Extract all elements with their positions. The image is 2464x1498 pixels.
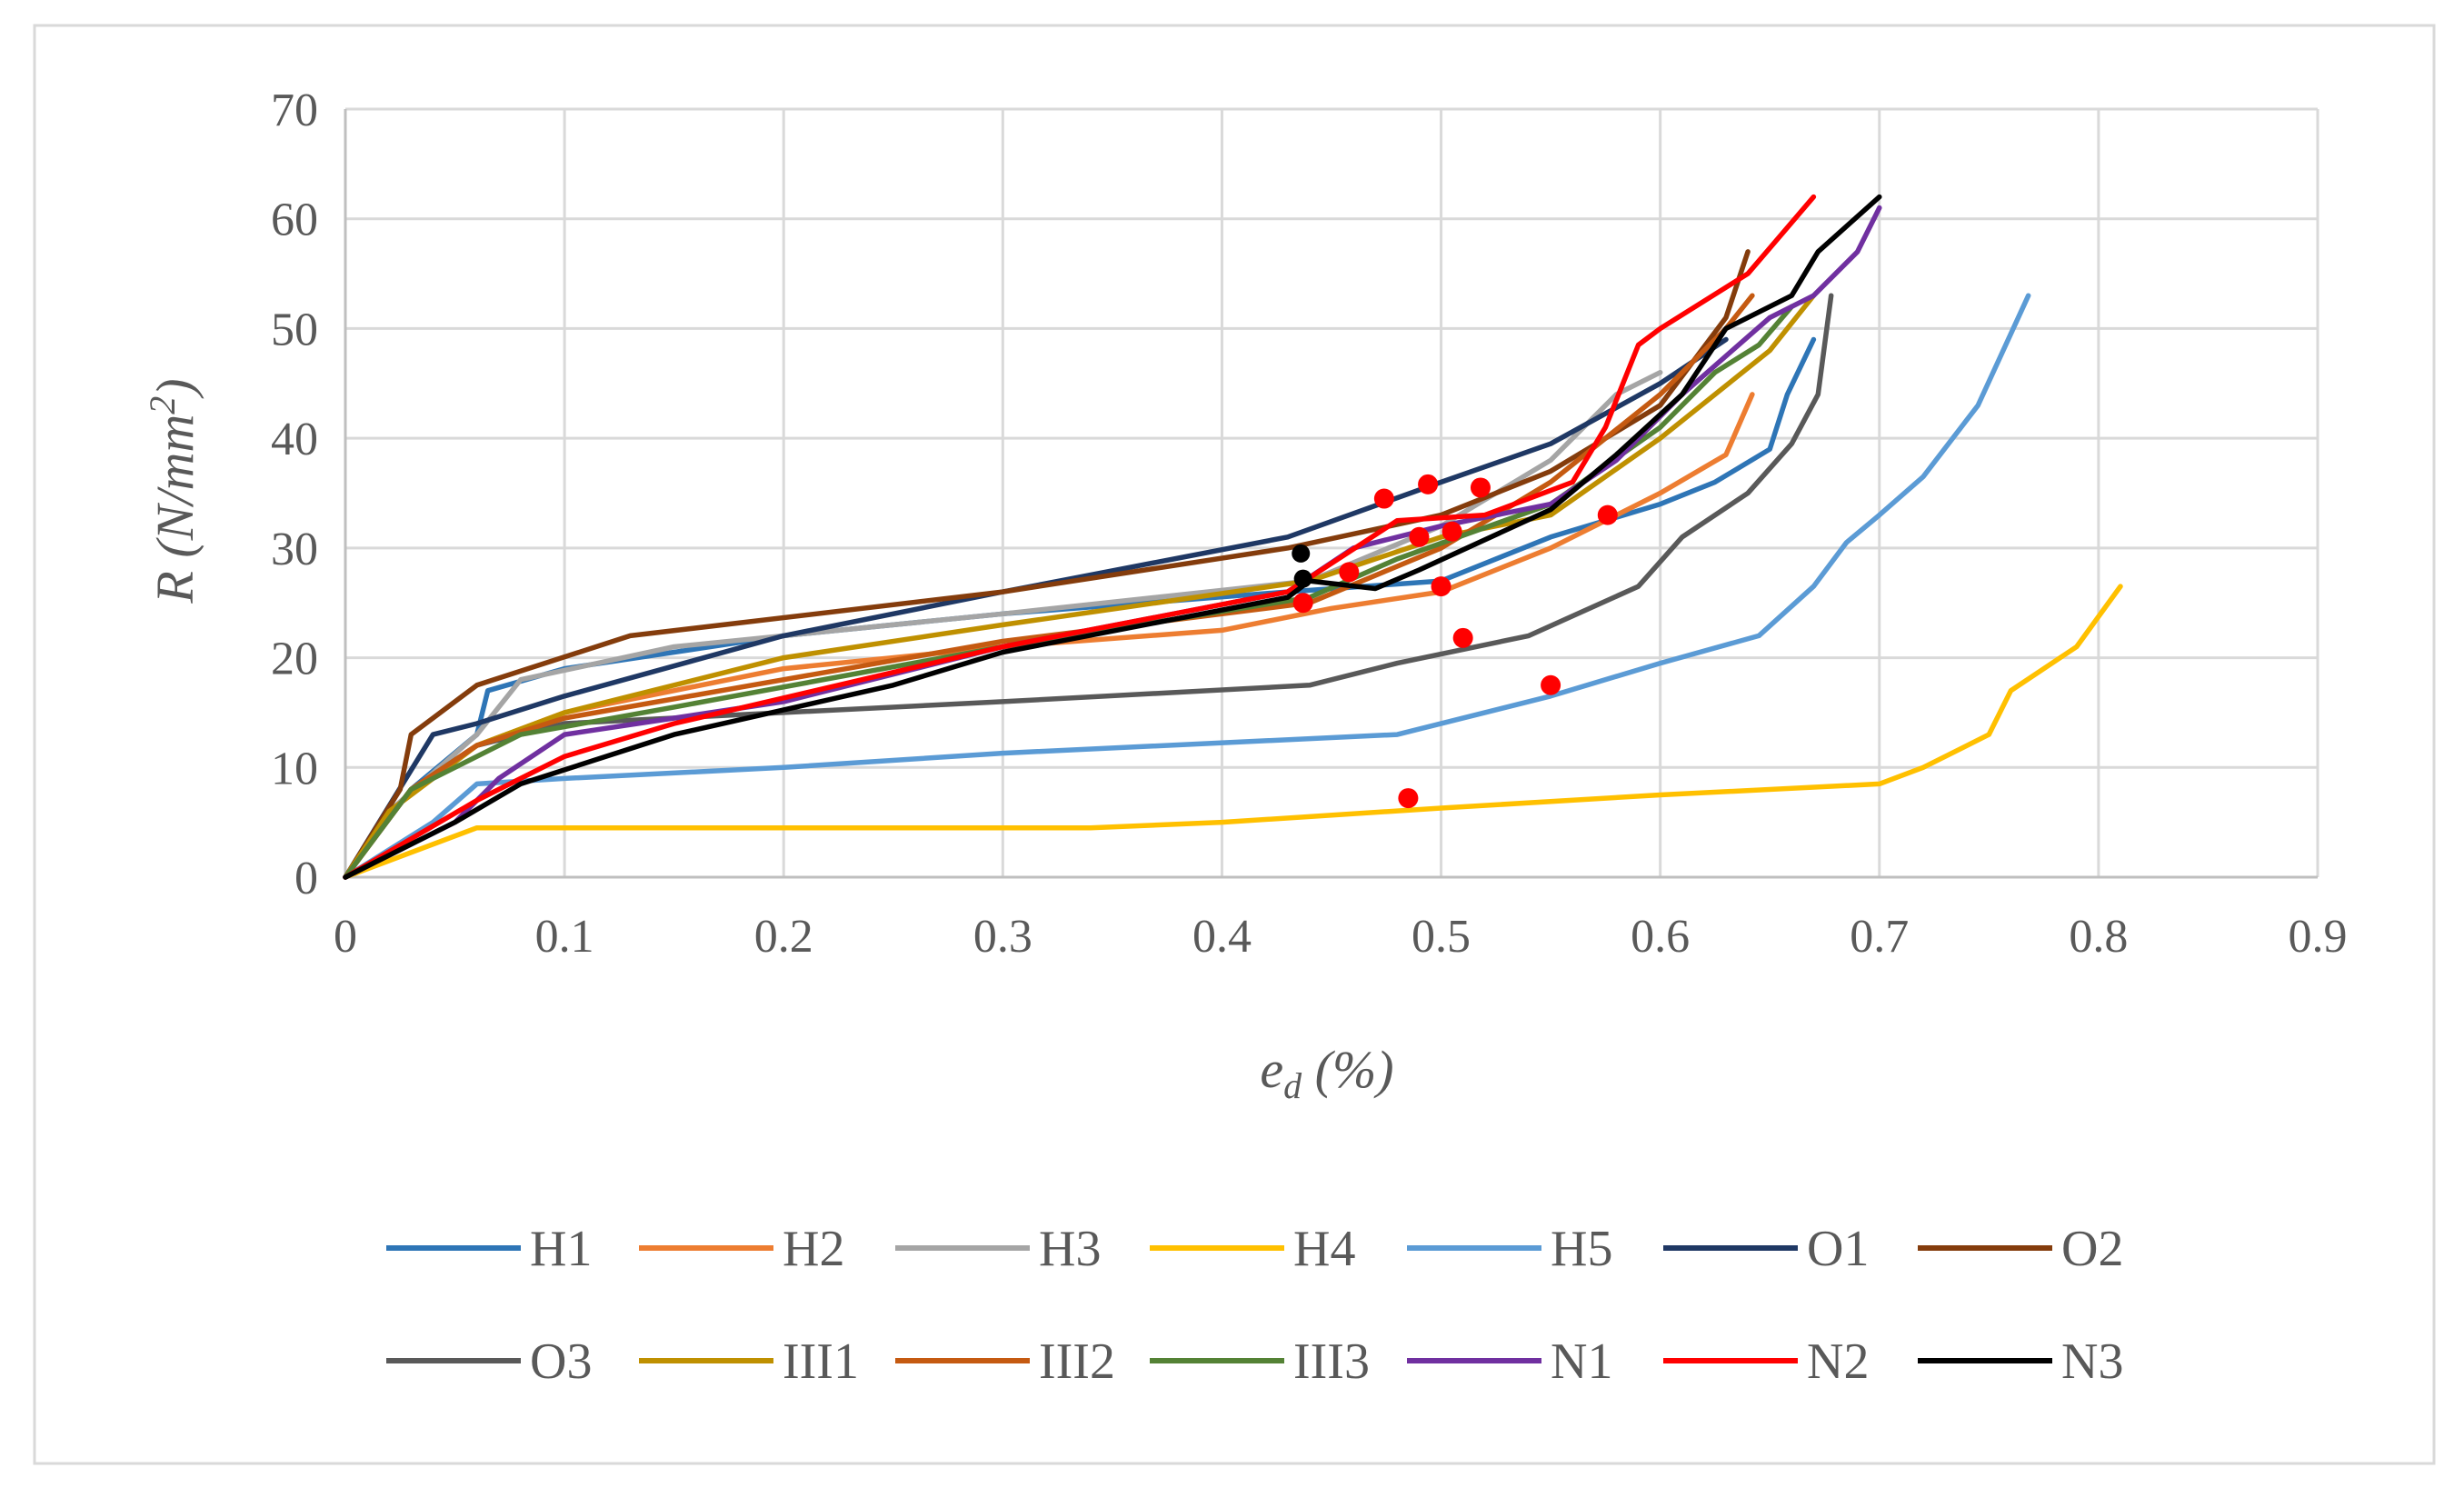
legend-label-h2: H2 <box>783 1221 844 1277</box>
series-lines <box>343 194 2123 880</box>
y-tick-label: 30 <box>271 524 318 575</box>
x-tick-label: 0 <box>334 911 357 963</box>
red-point-marker <box>1452 627 1473 648</box>
series-line-n3 <box>343 194 1882 880</box>
red-point-marker <box>1418 474 1439 494</box>
x-tick-label: 0.3 <box>973 911 1032 963</box>
legend-label-iii1: III1 <box>783 1333 859 1390</box>
red-point-marker <box>1292 593 1313 614</box>
red-point-marker <box>1431 576 1451 597</box>
legend-label-h3: H3 <box>1039 1221 1101 1277</box>
series-line-h3 <box>343 369 1663 880</box>
red-point-marker <box>1373 488 1394 509</box>
series-line-o2 <box>343 249 1751 880</box>
series-line-n1 <box>343 205 1882 880</box>
axes <box>344 109 2318 879</box>
x-tick-label: 0.5 <box>1412 911 1471 963</box>
y-tick-label: 70 <box>271 85 318 136</box>
y-tick-label: 60 <box>271 195 318 246</box>
red-point-marker <box>1409 526 1430 547</box>
y-tick-label: 50 <box>271 304 318 355</box>
y-tick-label: 0 <box>294 853 318 904</box>
x-tick-label: 0.6 <box>1631 911 1690 963</box>
x-tick-label: 0.9 <box>2289 911 2348 963</box>
legend-label-o1: O1 <box>1807 1221 1869 1277</box>
legend-label-n3: N3 <box>2061 1333 2123 1390</box>
x-tick-label: 0.1 <box>535 911 594 963</box>
red-point-marker <box>1470 477 1491 498</box>
data-markers <box>1292 474 1618 809</box>
x-tick-label: 0.2 <box>754 911 813 963</box>
red-point-marker <box>1597 504 1618 525</box>
red-point-marker <box>1339 562 1360 583</box>
legend-label-h5: H5 <box>1551 1221 1612 1277</box>
y-axis-title: R (N/mm2) <box>142 378 205 604</box>
red-point-marker <box>1398 788 1419 809</box>
red-point-marker <box>1441 521 1462 542</box>
x-tick-label: 0.8 <box>2069 911 2128 963</box>
legend-label-h4: H4 <box>1293 1221 1355 1277</box>
x-tick-label: 0.4 <box>1192 911 1252 963</box>
legend: H1 H2 H3 H4 H5 O1 O2 O3 III1 III2 III3 N1 N2 N3 <box>386 1221 2123 1390</box>
x-axis-title: ed (%) <box>1260 1040 1393 1106</box>
y-tick-label: 40 <box>271 414 318 465</box>
black-point-marker <box>1293 569 1312 588</box>
legend-label-n1: N1 <box>1551 1333 1612 1390</box>
series-line-n2 <box>343 194 1817 880</box>
y-tick-label: 10 <box>271 743 318 794</box>
legend-label-o3: O3 <box>530 1333 592 1390</box>
legend-label-h1: H1 <box>530 1221 592 1277</box>
legend-label-o2: O2 <box>2061 1221 2123 1277</box>
y-tick-label: 20 <box>271 634 318 685</box>
red-point-marker <box>1541 674 1561 695</box>
legend-label-iii3: III3 <box>1293 1333 1370 1390</box>
tick-labels: 0 10 20 30 40 50 60 70 0 0.1 0.2 0.3 0.4 0.5 0.6 0.7 0.8… <box>271 85 2348 963</box>
black-point-marker <box>1292 544 1311 563</box>
x-tick-label: 0.7 <box>1850 911 1909 963</box>
legend-label-n2: N2 <box>1807 1333 1869 1390</box>
series-line-h4 <box>343 584 2123 880</box>
legend-label-iii2: III2 <box>1039 1333 1115 1390</box>
